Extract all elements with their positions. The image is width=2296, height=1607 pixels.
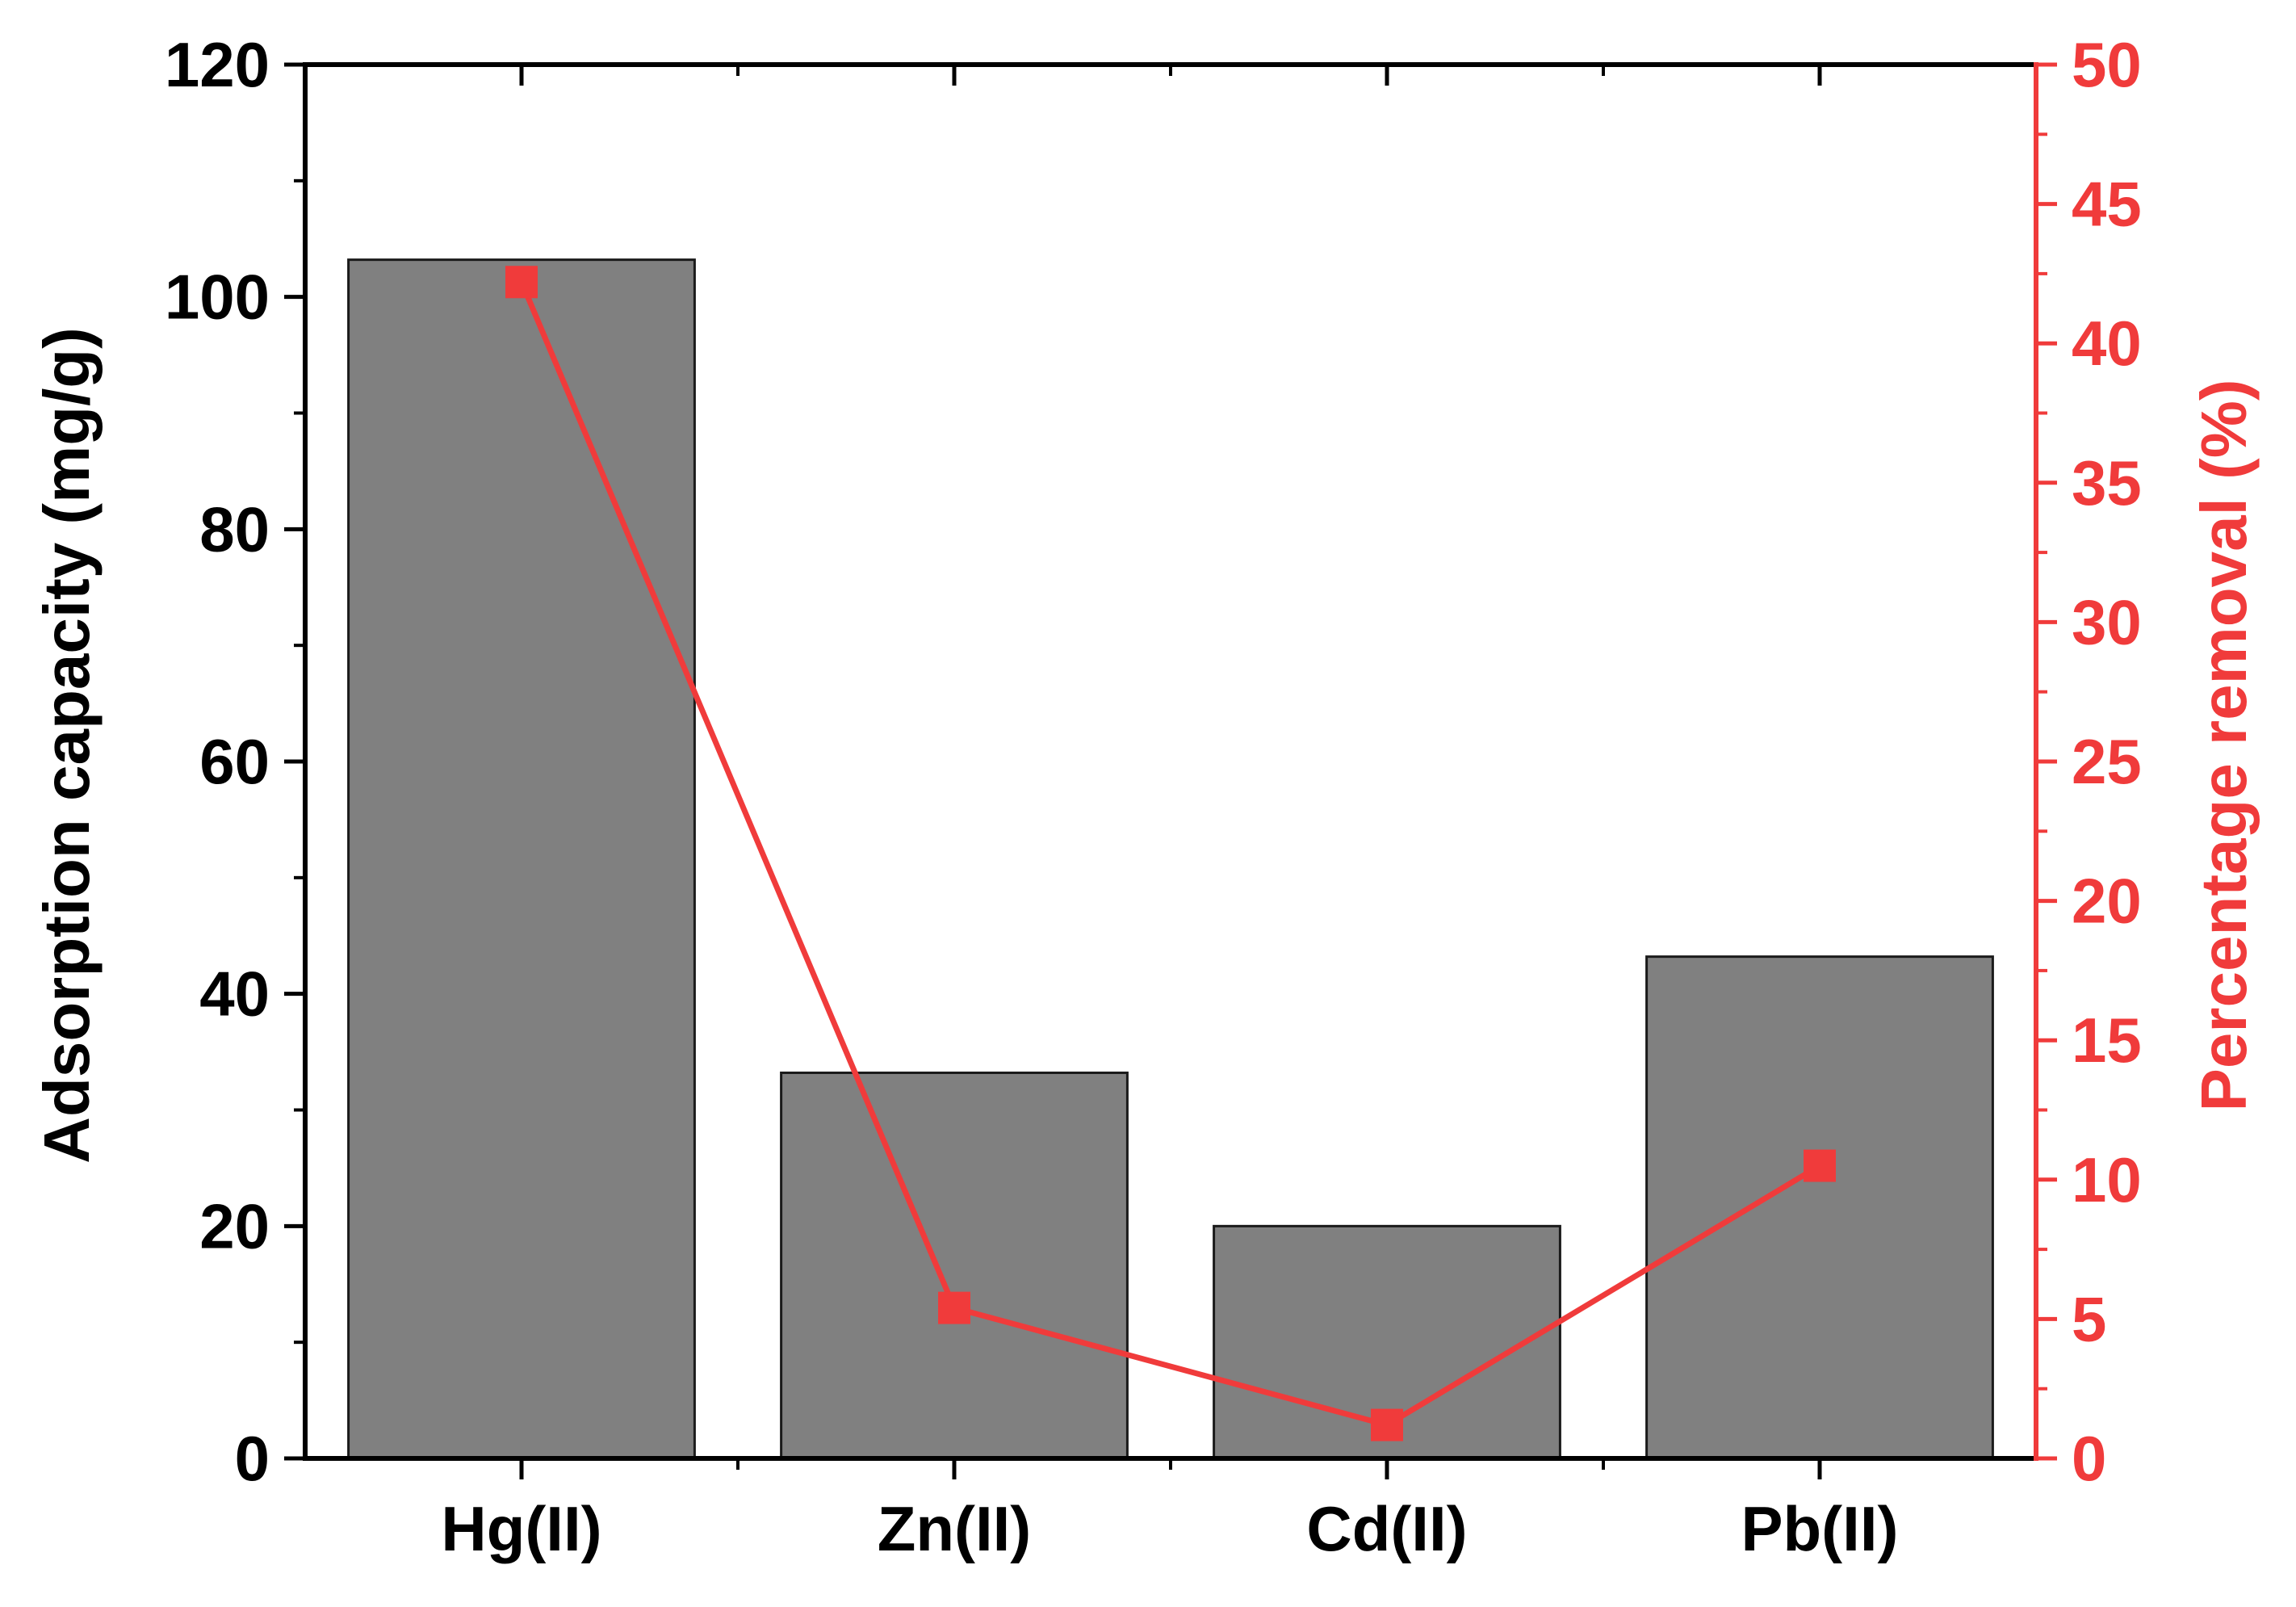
y2-tick-label: 15 [2072, 1005, 2142, 1076]
y2-axis-title: Percentage removal (%) [2188, 379, 2260, 1111]
removal-marker-znii [938, 1291, 970, 1324]
y-tick-label: 20 [199, 1190, 270, 1261]
line-layer [505, 266, 1836, 1441]
removal-marker-pbii [1804, 1149, 1836, 1182]
x-tick-label: Hg(II) [441, 1493, 601, 1564]
y-tick-label: 80 [199, 493, 270, 564]
y-tick-label: 60 [199, 726, 270, 797]
axes-layer [284, 62, 2057, 1479]
y2-tick-label: 50 [2072, 29, 2142, 100]
bar-hgii [347, 258, 696, 1460]
y2-tick-label: 45 [2072, 169, 2142, 240]
bars-layer [347, 258, 1994, 1460]
bar-pbii [1645, 955, 1994, 1460]
y2-tick-label: 30 [2072, 586, 2142, 657]
y-tick-label: 0 [235, 1423, 270, 1494]
y2-tick-label: 0 [2072, 1423, 2106, 1494]
y2-tick-label: 5 [2072, 1283, 2106, 1354]
x-tick-label: Cd(II) [1306, 1493, 1467, 1564]
y-tick-label: 120 [165, 29, 270, 100]
x-tick-label: Zn(II) [878, 1493, 1032, 1564]
removal-line [518, 280, 1821, 1429]
y2-tick-label: 25 [2072, 726, 2142, 797]
y2-tick-label: 10 [2072, 1144, 2142, 1215]
y-tick-label: 40 [199, 959, 270, 1030]
y2-tick-label: 35 [2072, 447, 2142, 518]
y-axis-title: Adsorption capacity (mg/g) [31, 327, 103, 1164]
x-tick-label: Pb(II) [1741, 1493, 1899, 1564]
removal-marker-hgii [505, 266, 538, 299]
removal-marker-cdii [1371, 1408, 1403, 1441]
labels-layer: 0 20 40 60 80 100 120 0 5 10 15 20 25 30 35 40 45 50 Hg(II… [165, 29, 2142, 1564]
y2-tick-label: 20 [2072, 866, 2142, 937]
bar-znii [780, 1071, 1129, 1460]
y-tick-label: 100 [165, 262, 270, 333]
y2-tick-label: 40 [2072, 308, 2142, 379]
